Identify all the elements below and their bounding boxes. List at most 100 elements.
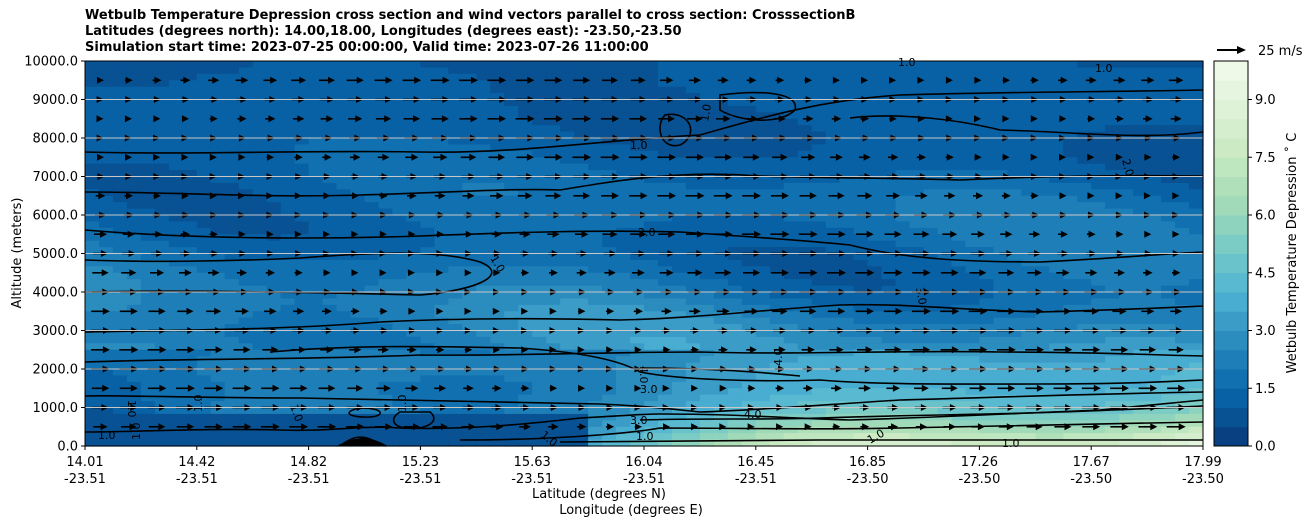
field-cell xyxy=(308,93,324,101)
field-cell xyxy=(630,330,645,338)
field-cell xyxy=(1035,112,1050,120)
field-cell xyxy=(1175,298,1190,306)
field-cell xyxy=(266,195,282,203)
field-cell xyxy=(797,247,813,255)
field-cell xyxy=(685,67,701,75)
field-cell xyxy=(434,413,449,421)
field-cell xyxy=(727,247,743,255)
field-cell xyxy=(168,240,184,248)
field-cell xyxy=(266,292,282,300)
field-cell xyxy=(85,279,100,287)
field-cell xyxy=(713,304,729,312)
wind-vector xyxy=(91,346,110,354)
field-cell xyxy=(140,144,156,152)
field-cell xyxy=(1049,369,1064,377)
field-cell xyxy=(867,388,883,396)
field-cell xyxy=(448,189,463,197)
field-cell xyxy=(727,266,743,274)
field-cell xyxy=(630,138,645,146)
field-cell xyxy=(1049,420,1064,428)
field-cell xyxy=(154,157,170,165)
field-cell xyxy=(308,272,324,280)
field-cell xyxy=(825,157,841,165)
field-cell xyxy=(378,61,394,69)
field-cell xyxy=(853,394,869,402)
field-cell xyxy=(769,163,785,171)
field-cell xyxy=(406,330,421,338)
field-cell xyxy=(196,163,212,171)
field-cell xyxy=(783,138,799,146)
field-cell xyxy=(1021,343,1036,351)
field-cell xyxy=(1161,381,1176,389)
field-cell xyxy=(671,369,687,377)
field-cell xyxy=(476,176,491,184)
field-cell xyxy=(1175,73,1190,81)
field-cell xyxy=(126,208,142,216)
field-cell xyxy=(1063,61,1078,69)
field-cell xyxy=(685,73,701,81)
field-cell xyxy=(1091,170,1106,178)
field-cell xyxy=(560,285,575,293)
field-cell xyxy=(783,272,799,280)
field-cell xyxy=(350,349,366,357)
field-cell xyxy=(112,176,128,184)
field-cell xyxy=(853,426,869,434)
field-cell xyxy=(909,343,925,351)
field-cell xyxy=(853,221,869,229)
field-cell xyxy=(364,61,380,69)
field-cell xyxy=(825,343,841,351)
field-cell xyxy=(266,80,282,88)
field-cell xyxy=(350,195,366,203)
field-cell xyxy=(881,221,897,229)
field-cell xyxy=(644,266,659,274)
field-cell xyxy=(434,138,449,146)
field-cell xyxy=(741,157,757,165)
field-cell xyxy=(797,324,813,332)
field-cell xyxy=(574,131,589,139)
field-cell xyxy=(448,61,463,69)
field-cell xyxy=(602,189,617,197)
field-cell xyxy=(1119,202,1134,210)
contour-label: 1.0 xyxy=(630,139,648,152)
field-cell xyxy=(1035,125,1050,133)
field-cell xyxy=(182,93,198,101)
field-cell xyxy=(951,336,967,344)
field-cell xyxy=(378,266,394,274)
field-cell xyxy=(1161,240,1176,248)
field-cell xyxy=(392,330,408,338)
field-cell xyxy=(560,131,575,139)
field-cell xyxy=(839,234,855,242)
field-cell xyxy=(420,125,435,133)
field-cell xyxy=(336,420,352,428)
field-cell xyxy=(825,189,841,197)
field-cell xyxy=(811,221,827,229)
field-cell xyxy=(406,433,421,441)
field-cell xyxy=(1021,99,1036,107)
field-cell xyxy=(895,304,911,312)
field-cell xyxy=(895,401,911,409)
field-cell xyxy=(895,336,911,344)
field-cell xyxy=(406,324,421,332)
field-cell xyxy=(462,253,477,261)
field-cell xyxy=(699,112,715,120)
field-cell xyxy=(839,324,855,332)
field-cell xyxy=(825,259,841,267)
field-cell xyxy=(965,105,980,113)
field-cell xyxy=(1091,343,1106,351)
wind-vector-head xyxy=(125,76,133,84)
field-cell xyxy=(602,279,617,287)
field-cell xyxy=(1147,195,1162,203)
field-cell xyxy=(1161,189,1176,197)
field-cell xyxy=(504,67,519,75)
field-cell xyxy=(350,215,366,223)
field-cell xyxy=(616,298,631,306)
field-cell xyxy=(1049,247,1064,255)
field-cell xyxy=(448,304,463,312)
field-cell xyxy=(476,375,491,383)
field-cell xyxy=(1007,407,1022,415)
field-cell xyxy=(546,433,561,441)
field-cell xyxy=(881,247,897,255)
field-cell xyxy=(685,112,701,120)
field-cell xyxy=(182,195,198,203)
field-cell xyxy=(644,138,659,146)
